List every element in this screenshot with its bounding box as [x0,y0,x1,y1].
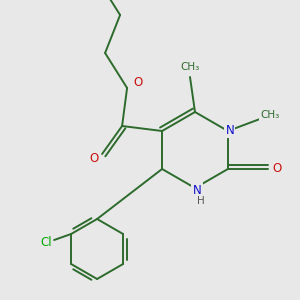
Text: N: N [193,184,201,196]
Text: O: O [134,76,143,89]
Text: CH₃: CH₃ [260,110,280,120]
Text: O: O [89,152,99,166]
Text: H: H [197,196,205,206]
Text: Cl: Cl [40,236,52,248]
Text: O: O [272,163,281,176]
Text: N: N [226,124,234,136]
Text: CH₃: CH₃ [180,62,200,72]
